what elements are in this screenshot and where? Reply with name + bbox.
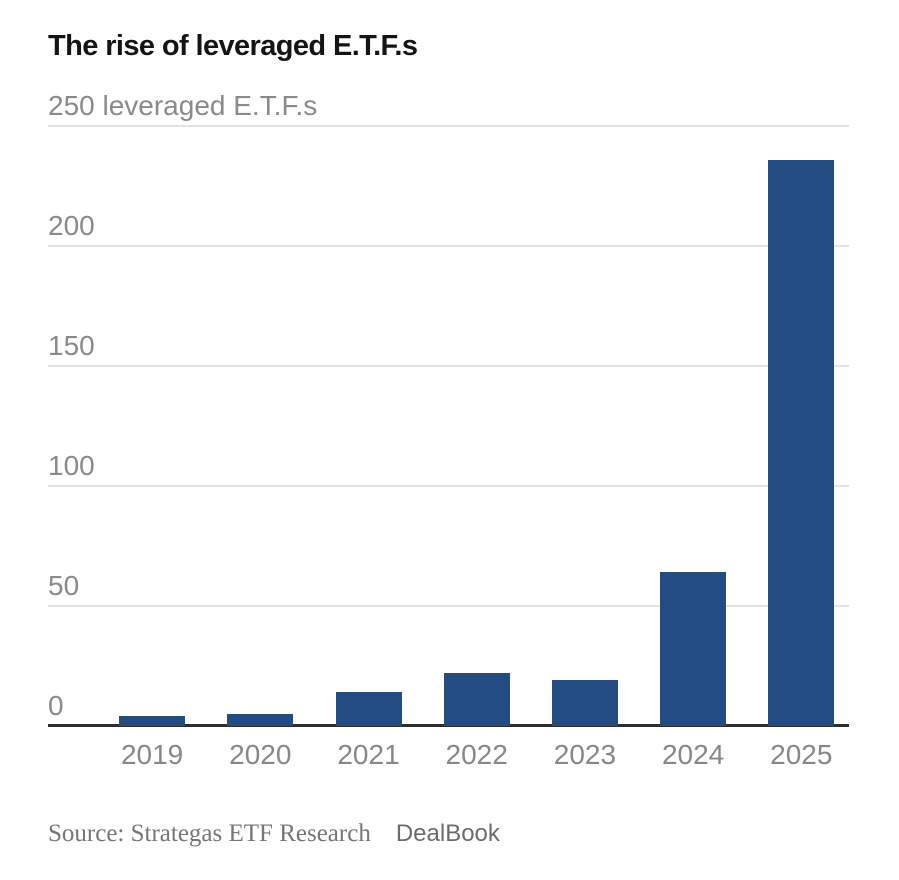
source-row: Source: Strategas ETF Research DealBook [48, 820, 500, 848]
gridline [48, 605, 849, 607]
gridline [48, 485, 849, 487]
source-note: Source: Strategas ETF Research [48, 820, 371, 847]
y-tick-label: 100 [48, 450, 95, 481]
x-tick-label: 2025 [770, 739, 833, 770]
y-tick-label: 0 [48, 690, 64, 721]
x-tick-label: 2020 [229, 739, 292, 770]
bar-2019 [119, 716, 186, 726]
x-tick-label: 2022 [445, 739, 508, 770]
y-tick-label: 200 [48, 210, 95, 241]
y-tick-label: 250 leveraged E.T.F.s [48, 90, 318, 121]
x-tick-label: 2021 [337, 739, 400, 770]
chart-title: The rise of leveraged E.T.F.s [48, 30, 418, 62]
bar-2025 [768, 159, 835, 726]
x-tick-label: 2023 [553, 739, 617, 770]
x-tick-label: 2019 [120, 739, 184, 770]
bar-2024 [660, 572, 727, 726]
bar-2020 [227, 714, 294, 726]
gridline [48, 245, 849, 247]
gridline [48, 125, 849, 127]
bar-chart: 0 50 100 150 200 250 leveraged E.T.F.s 2019 202… [48, 92, 849, 769]
bar-2021 [335, 692, 402, 726]
x-tick-label: 2024 [661, 739, 725, 770]
byline: DealBook [395, 820, 500, 847]
y-tick-label: 150 [48, 330, 95, 361]
bar-2022 [443, 673, 510, 726]
gridline [48, 365, 849, 367]
bar-2023 [551, 680, 618, 726]
y-tick-label: 50 [48, 570, 80, 601]
